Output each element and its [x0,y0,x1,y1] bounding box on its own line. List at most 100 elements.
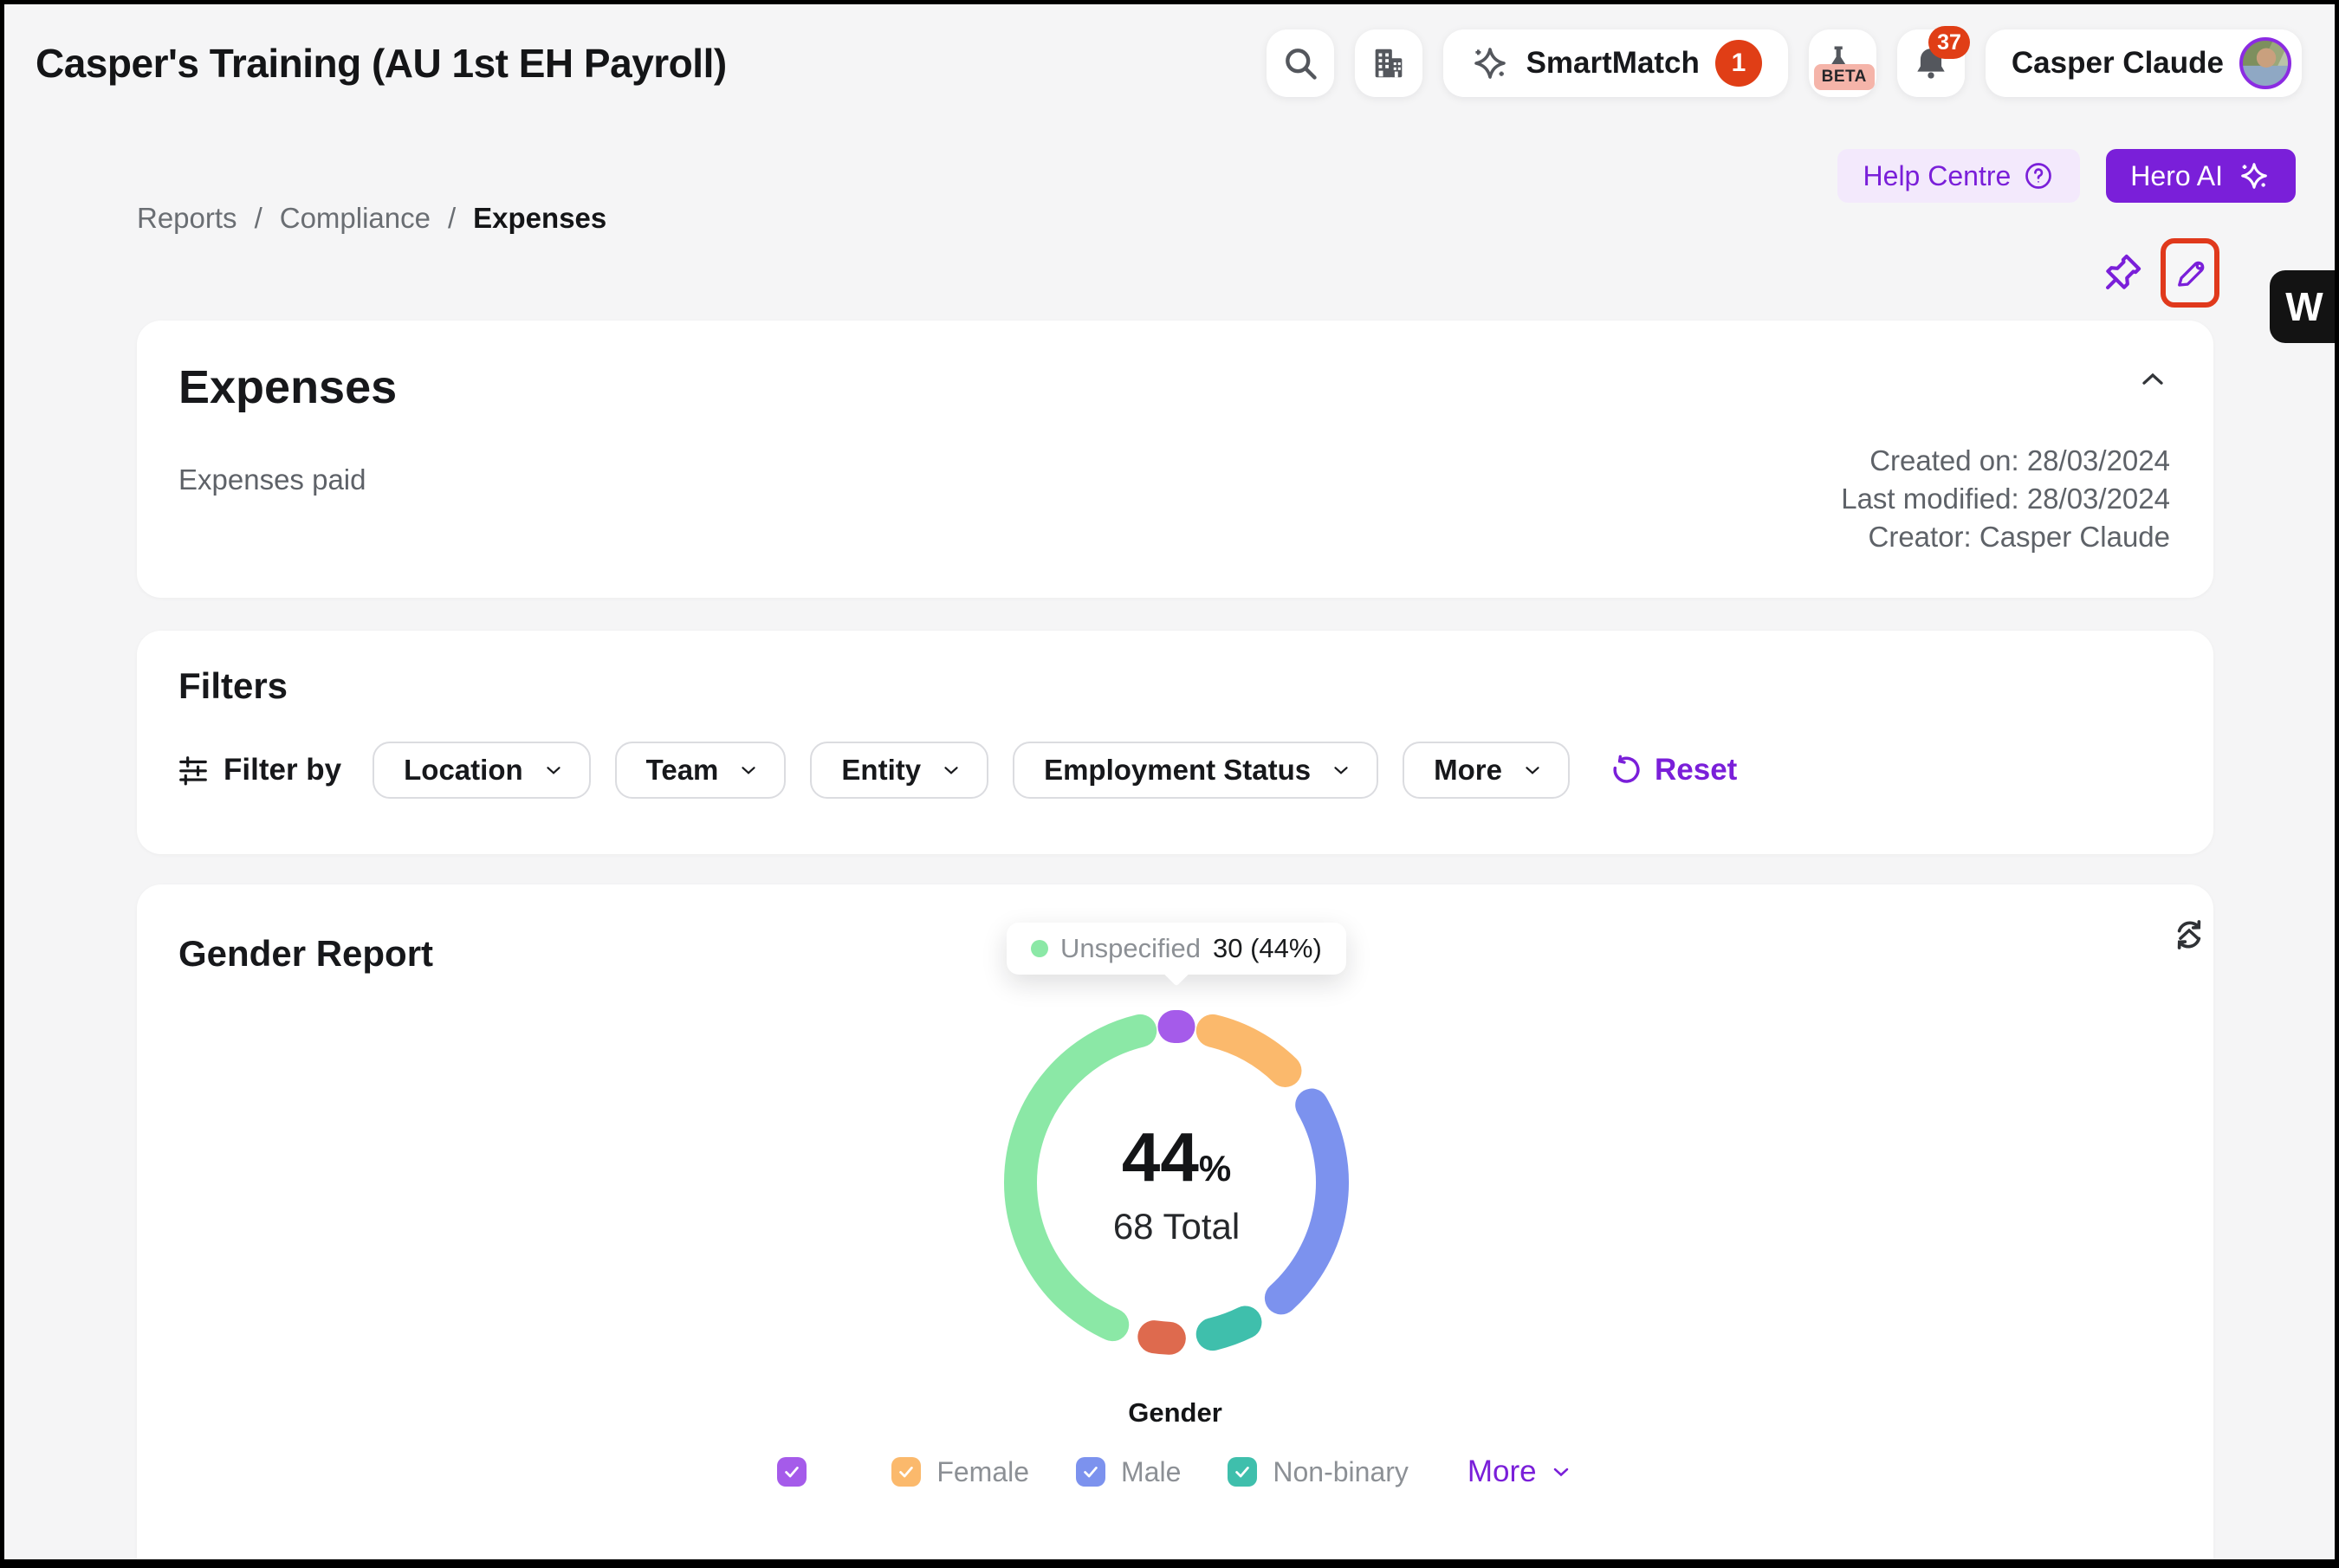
breadcrumb-reports[interactable]: Reports [137,202,237,235]
pin-button[interactable] [2098,249,2147,297]
breadcrumb-separator: / [448,202,456,235]
profile-name: Casper Claude [2012,46,2224,81]
chart-legend: Female Male Non-binary More [137,1455,2213,1489]
chevron-up-icon [2135,362,2170,397]
breadcrumb-separator: / [255,202,262,235]
legend-checkbox-female[interactable] [891,1457,921,1487]
filter-more-label: More [1434,754,1502,787]
check-icon [782,1462,801,1481]
sliders-icon [177,754,210,787]
report-actions [2098,238,2219,308]
beta-tag: BETA [1814,64,1875,90]
tooltip-label: Unspecified [1060,933,1201,964]
gender-collapse-button[interactable] [2168,914,2210,956]
gender-report-title: Gender Report [178,933,433,975]
filter-team-label: Team [646,754,719,787]
legend-label: Male [1121,1456,1181,1488]
reset-icon [1608,753,1642,787]
expenses-metadata: Created on: 28/03/2024 Last modified: 28… [1841,442,2170,556]
filter-by: Filter by [177,753,341,787]
legend-checkbox-unlabeled[interactable] [777,1457,807,1487]
reset-filters-button[interactable]: Reset [1608,753,1737,787]
chevron-down-icon [940,759,962,781]
sparkle-icon [1469,42,1511,84]
check-icon [897,1462,916,1481]
filter-location-label: Location [404,754,523,787]
chevron-down-icon [542,759,565,781]
filter-entity-label: Entity [841,754,921,787]
filter-entity-dropdown[interactable]: Entity [810,742,988,799]
breadcrumb-compliance[interactable]: Compliance [280,202,431,235]
chevron-up-icon [2172,917,2206,952]
chart-tooltip: Unspecified 30 (44%) [1007,923,1346,975]
search-button[interactable] [1267,29,1334,97]
legend-label: Female [936,1456,1029,1488]
app-window: Casper's Training (AU 1st EH Payroll) [0,0,2339,1568]
organisation-button[interactable] [1355,29,1422,97]
avatar [2239,37,2291,89]
chevron-down-icon [1330,759,1352,781]
creator: Creator: Casper Claude [1841,518,2170,556]
legend-label: Non-binary [1273,1456,1409,1488]
question-circle-icon [2023,160,2054,191]
legend-item [777,1457,822,1487]
smartmatch-badge: 1 [1715,40,1762,87]
filter-team-dropdown[interactable]: Team [615,742,787,799]
widget-tab[interactable]: W [2270,270,2339,343]
building-icon [1369,43,1409,83]
hero-ai-button[interactable]: Hero AI [2106,149,2296,203]
notifications-badge: 37 [1928,26,1970,59]
widget-tab-label: W [2285,283,2323,330]
profile-button[interactable]: Casper Claude [1986,29,2302,97]
help-centre-label: Help Centre [1863,160,2012,192]
tooltip-series-dot [1031,940,1048,957]
last-modified: Last modified: 28/03/2024 [1841,480,2170,518]
smartmatch-label: SmartMatch [1526,46,1700,81]
filter-row: Filter by Location Team Entity Employmen… [177,742,1737,799]
filter-employment-status-label: Employment Status [1044,754,1311,787]
created-on: Created on: 28/03/2024 [1841,442,2170,480]
search-icon [1281,44,1319,82]
legend-more-label: More [1468,1455,1537,1489]
secondary-actions: Help Centre Hero AI [1837,149,2296,203]
filter-location-dropdown[interactable]: Location [373,742,591,799]
legend-item: Female [891,1456,1029,1488]
filters-card: Filters Filter by Location Team Entity [137,631,2213,854]
chevron-down-icon [1521,759,1544,781]
hero-ai-label: Hero AI [2130,160,2223,192]
chevron-down-icon [737,759,760,781]
legend-more-button[interactable]: More [1468,1455,1573,1489]
legend-item: Male [1076,1456,1181,1488]
filters-title: Filters [178,665,288,707]
topbar: Casper's Training (AU 1st EH Payroll) [36,29,2302,98]
page-title: Casper's Training (AU 1st EH Payroll) [36,40,727,87]
expenses-title: Expenses [178,360,397,414]
filter-by-label: Filter by [224,753,341,787]
help-centre-button[interactable]: Help Centre [1837,149,2081,203]
gender-report-card: Gender Report Unspecified 30 (44%) [137,884,2213,1568]
smartmatch-button[interactable]: SmartMatch 1 [1443,29,1788,97]
edit-button-highlighted[interactable] [2161,238,2219,308]
chevron-down-icon [1549,1460,1573,1484]
pin-icon [2100,250,2145,295]
topbar-actions: SmartMatch 1 BETA 37 [1267,29,2302,97]
expenses-collapse-button[interactable] [2132,359,2174,400]
legend-checkbox-male[interactable] [1076,1457,1105,1487]
filter-more-dropdown[interactable]: More [1403,742,1570,799]
tooltip-value: 30 (44%) [1213,933,1322,964]
gender-donut-chart[interactable]: 44 % 68 Total [977,983,1376,1382]
chart-axis-label: Gender [137,1397,2213,1429]
donut-svg [977,983,1376,1382]
notifications-button[interactable]: 37 [1897,29,1965,97]
beta-labs-button[interactable]: BETA [1809,29,1876,97]
edit-pencil-icon [2172,255,2208,291]
expenses-description: Expenses paid [178,463,366,496]
check-icon [1233,1462,1252,1481]
expenses-card: Expenses Expenses paid Created on: 28/03… [137,321,2213,598]
reset-label: Reset [1655,753,1737,787]
check-icon [1081,1462,1100,1481]
sparkle-icon [2237,159,2271,193]
legend-checkbox-nonbinary[interactable] [1228,1457,1257,1487]
filter-employment-status-dropdown[interactable]: Employment Status [1013,742,1378,799]
legend-item: Non-binary [1228,1456,1409,1488]
